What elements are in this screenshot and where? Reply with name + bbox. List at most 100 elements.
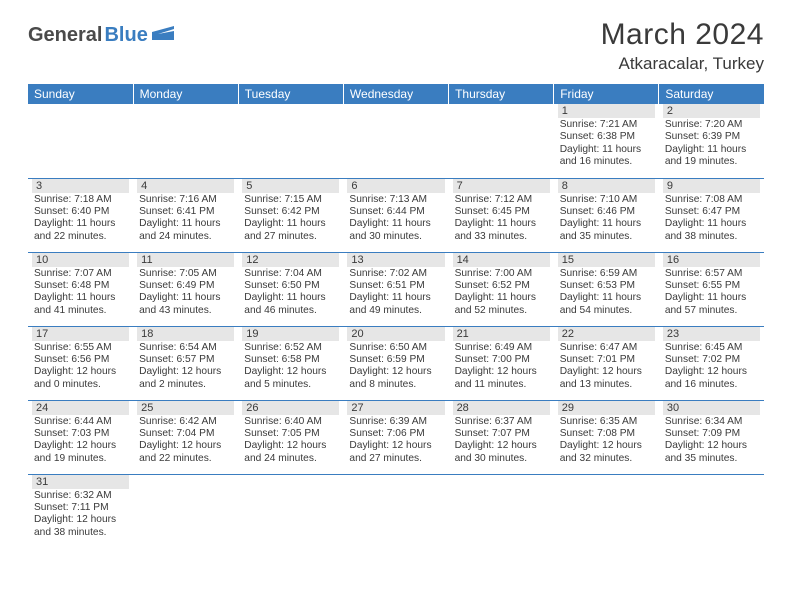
calendar-cell: 10Sunrise: 7:07 AMSunset: 6:48 PMDayligh… (28, 252, 133, 326)
day-number: 22 (558, 327, 655, 341)
calendar-cell: 3Sunrise: 7:18 AMSunset: 6:40 PMDaylight… (28, 178, 133, 252)
sunset-line: Sunset: 7:09 PM (663, 428, 760, 440)
sunset-line: Sunset: 6:59 PM (347, 354, 444, 366)
day-number: 20 (347, 327, 444, 341)
weekday-header: Friday (554, 84, 659, 104)
daylight-line: Daylight: 11 hours and 57 minutes. (663, 292, 760, 317)
sunrise-line: Sunrise: 6:47 AM (558, 342, 655, 354)
calendar-cell (28, 104, 133, 178)
sunrise-line: Sunrise: 7:13 AM (347, 194, 444, 206)
calendar-cell: 29Sunrise: 6:35 AMSunset: 7:08 PMDayligh… (554, 400, 659, 474)
sunset-line: Sunset: 6:40 PM (32, 206, 129, 218)
sunrise-line: Sunrise: 6:55 AM (32, 342, 129, 354)
daylight-line: Daylight: 11 hours and 41 minutes. (32, 292, 129, 317)
sunset-line: Sunset: 7:07 PM (453, 428, 550, 440)
sunset-line: Sunset: 6:38 PM (558, 131, 655, 143)
sunrise-line: Sunrise: 6:39 AM (347, 416, 444, 428)
calendar-cell: 25Sunrise: 6:42 AMSunset: 7:04 PMDayligh… (133, 400, 238, 474)
sunrise-line: Sunrise: 7:12 AM (453, 194, 550, 206)
logo-flag-icon (152, 26, 174, 40)
sunrise-line: Sunrise: 7:20 AM (663, 119, 760, 131)
calendar-row: 24Sunrise: 6:44 AMSunset: 7:03 PMDayligh… (28, 400, 764, 474)
sunrise-line: Sunrise: 7:07 AM (32, 268, 129, 280)
sunset-line: Sunset: 6:57 PM (137, 354, 234, 366)
day-number: 25 (137, 401, 234, 415)
day-number: 17 (32, 327, 129, 341)
calendar-cell: 27Sunrise: 6:39 AMSunset: 7:06 PMDayligh… (343, 400, 448, 474)
daylight-line: Daylight: 12 hours and 0 minutes. (32, 366, 129, 391)
weekday-header-row: SundayMondayTuesdayWednesdayThursdayFrid… (28, 84, 764, 104)
sunset-line: Sunset: 6:56 PM (32, 354, 129, 366)
daylight-line: Daylight: 12 hours and 24 minutes. (242, 440, 339, 465)
sunrise-line: Sunrise: 6:45 AM (663, 342, 760, 354)
sunset-line: Sunset: 6:44 PM (347, 206, 444, 218)
daylight-line: Daylight: 12 hours and 8 minutes. (347, 366, 444, 391)
sunrise-line: Sunrise: 6:37 AM (453, 416, 550, 428)
logo-text-blue: Blue (104, 24, 147, 47)
daylight-line: Daylight: 11 hours and 27 minutes. (242, 218, 339, 243)
sunset-line: Sunset: 6:50 PM (242, 280, 339, 292)
calendar-cell: 30Sunrise: 6:34 AMSunset: 7:09 PMDayligh… (659, 400, 764, 474)
daylight-line: Daylight: 12 hours and 19 minutes. (32, 440, 129, 465)
calendar-cell (449, 474, 554, 548)
daylight-line: Daylight: 12 hours and 22 minutes. (137, 440, 234, 465)
calendar-cell: 11Sunrise: 7:05 AMSunset: 6:49 PMDayligh… (133, 252, 238, 326)
calendar-row: 31Sunrise: 6:32 AMSunset: 7:11 PMDayligh… (28, 474, 764, 548)
calendar-cell (238, 104, 343, 178)
sunrise-line: Sunrise: 7:16 AM (137, 194, 234, 206)
sunrise-line: Sunrise: 7:00 AM (453, 268, 550, 280)
daylight-line: Daylight: 11 hours and 49 minutes. (347, 292, 444, 317)
calendar-cell: 2Sunrise: 7:20 AMSunset: 6:39 PMDaylight… (659, 104, 764, 178)
sunrise-line: Sunrise: 6:35 AM (558, 416, 655, 428)
calendar-cell: 5Sunrise: 7:15 AMSunset: 6:42 PMDaylight… (238, 178, 343, 252)
day-number: 5 (242, 179, 339, 193)
sunset-line: Sunset: 6:46 PM (558, 206, 655, 218)
sunset-line: Sunset: 7:04 PM (137, 428, 234, 440)
calendar-cell: 13Sunrise: 7:02 AMSunset: 6:51 PMDayligh… (343, 252, 448, 326)
sunrise-line: Sunrise: 7:21 AM (558, 119, 655, 131)
sunrise-line: Sunrise: 6:50 AM (347, 342, 444, 354)
day-number: 27 (347, 401, 444, 415)
sunset-line: Sunset: 6:48 PM (32, 280, 129, 292)
day-number: 4 (137, 179, 234, 193)
calendar-cell: 26Sunrise: 6:40 AMSunset: 7:05 PMDayligh… (238, 400, 343, 474)
sunset-line: Sunset: 7:03 PM (32, 428, 129, 440)
daylight-line: Daylight: 11 hours and 52 minutes. (453, 292, 550, 317)
daylight-line: Daylight: 11 hours and 30 minutes. (347, 218, 444, 243)
sunrise-line: Sunrise: 7:10 AM (558, 194, 655, 206)
sunset-line: Sunset: 6:52 PM (453, 280, 550, 292)
sunrise-line: Sunrise: 6:44 AM (32, 416, 129, 428)
day-number: 29 (558, 401, 655, 415)
calendar-row: 17Sunrise: 6:55 AMSunset: 6:56 PMDayligh… (28, 326, 764, 400)
calendar-cell (133, 474, 238, 548)
weekday-header: Thursday (449, 84, 554, 104)
daylight-line: Daylight: 12 hours and 2 minutes. (137, 366, 234, 391)
calendar-row: 1Sunrise: 7:21 AMSunset: 6:38 PMDaylight… (28, 104, 764, 178)
sunrise-line: Sunrise: 6:52 AM (242, 342, 339, 354)
daylight-line: Daylight: 11 hours and 16 minutes. (558, 144, 655, 169)
calendar-cell: 21Sunrise: 6:49 AMSunset: 7:00 PMDayligh… (449, 326, 554, 400)
sunrise-line: Sunrise: 7:02 AM (347, 268, 444, 280)
sunrise-line: Sunrise: 6:34 AM (663, 416, 760, 428)
calendar-cell: 28Sunrise: 6:37 AMSunset: 7:07 PMDayligh… (449, 400, 554, 474)
daylight-line: Daylight: 11 hours and 19 minutes. (663, 144, 760, 169)
day-number: 1 (558, 104, 655, 118)
calendar-cell: 20Sunrise: 6:50 AMSunset: 6:59 PMDayligh… (343, 326, 448, 400)
day-number: 7 (453, 179, 550, 193)
weekday-header: Wednesday (343, 84, 448, 104)
sunset-line: Sunset: 7:00 PM (453, 354, 550, 366)
sunset-line: Sunset: 6:39 PM (663, 131, 760, 143)
sunrise-line: Sunrise: 6:59 AM (558, 268, 655, 280)
calendar-row: 3Sunrise: 7:18 AMSunset: 6:40 PMDaylight… (28, 178, 764, 252)
sunset-line: Sunset: 6:51 PM (347, 280, 444, 292)
day-number: 14 (453, 253, 550, 267)
sunrise-line: Sunrise: 7:05 AM (137, 268, 234, 280)
daylight-line: Daylight: 12 hours and 27 minutes. (347, 440, 444, 465)
daylight-line: Daylight: 12 hours and 11 minutes. (453, 366, 550, 391)
calendar-cell: 1Sunrise: 7:21 AMSunset: 6:38 PMDaylight… (554, 104, 659, 178)
day-number: 3 (32, 179, 129, 193)
calendar-cell (659, 474, 764, 548)
day-number: 6 (347, 179, 444, 193)
calendar-cell: 7Sunrise: 7:12 AMSunset: 6:45 PMDaylight… (449, 178, 554, 252)
sunset-line: Sunset: 6:41 PM (137, 206, 234, 218)
